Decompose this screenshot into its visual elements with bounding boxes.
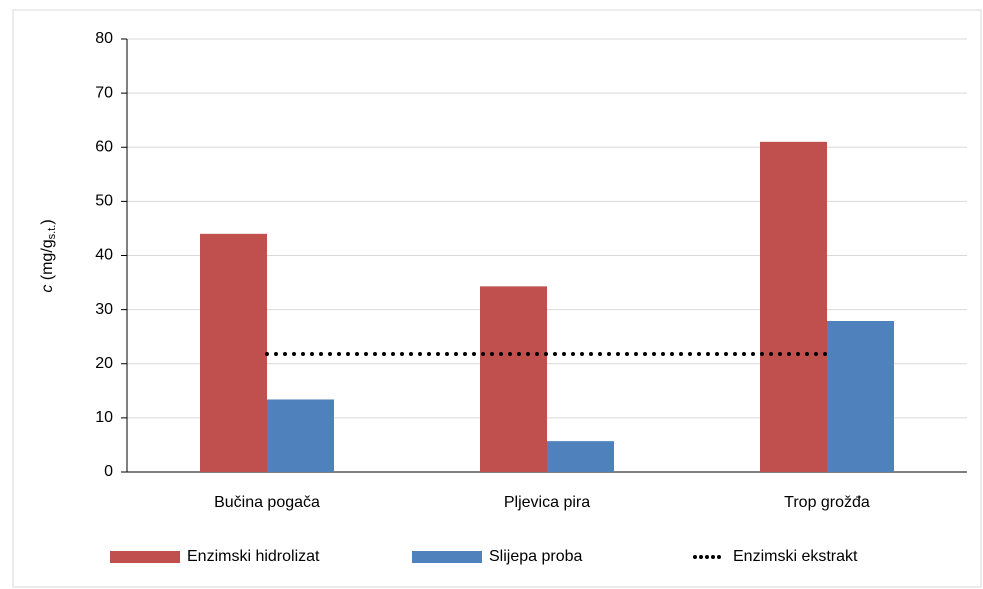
- y-tick-label: 40: [95, 247, 113, 264]
- y-title-italic: c: [39, 285, 56, 293]
- y-title-text: (mg/g: [39, 239, 56, 284]
- y-title-sub: s.t.: [46, 225, 58, 240]
- y-tick-label: 10: [95, 409, 113, 426]
- x-tick-label: Bučina pogača: [214, 494, 320, 511]
- bar: [827, 320, 894, 472]
- legend-label: Enzimski ekstrakt: [733, 548, 858, 565]
- bar: [200, 233, 267, 472]
- bar: [547, 441, 614, 472]
- y-axis-title: c (mg/gs.t.): [39, 219, 58, 292]
- legend-swatch: [412, 551, 482, 563]
- legend-label: Enzimski hidrolizat: [187, 548, 320, 565]
- y-title-end: ): [39, 219, 56, 224]
- y-tick-label: 0: [104, 463, 113, 480]
- x-tick-label: Trop grožđa: [784, 494, 870, 511]
- x-tick-label: Pljevica pira: [504, 494, 590, 511]
- legend-swatch: [110, 551, 180, 563]
- bar: [267, 399, 334, 472]
- legend-label: Slijepa proba: [489, 548, 583, 565]
- y-tick-label: 70: [95, 84, 113, 101]
- y-tick-label: 60: [95, 138, 113, 155]
- y-tick-label: 30: [95, 301, 113, 318]
- bar: [480, 286, 547, 472]
- bar: [760, 141, 827, 472]
- y-tick-label: 80: [95, 30, 113, 47]
- y-tick-label: 20: [95, 355, 113, 372]
- y-tick-label: 50: [95, 193, 113, 210]
